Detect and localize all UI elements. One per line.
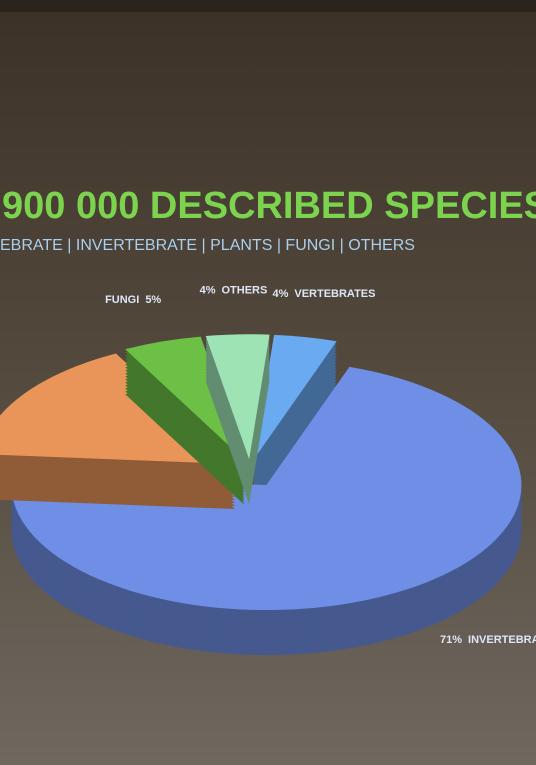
value-label: 71% <box>440 634 462 646</box>
value-label: 4% <box>272 288 288 300</box>
top-edge <box>0 0 536 12</box>
category-label: VERTEBRATES <box>294 288 375 300</box>
chart-title: 900 000 DESCRIBED SPECIES <box>2 185 536 227</box>
slide-photo: 900 000 DESCRIBED SPECIES EBRATE | INVER… <box>0 0 536 765</box>
chart-subtitle: EBRATE | INVERTEBRATE | PLANTS | FUNGI |… <box>0 237 415 254</box>
category-label: FUNGI <box>105 294 139 306</box>
data-label: 4% OTHERS <box>200 285 268 297</box>
data-label: FUNGI 5% <box>105 294 161 306</box>
category-label: INVERTEBRA <box>468 634 536 646</box>
page: {"chart_data": {"type": "pie", "title": … <box>0 0 536 765</box>
value-label: 4% <box>200 285 216 297</box>
data-label: 4% VERTEBRATES <box>272 288 375 300</box>
category-label: OTHERS <box>221 285 267 297</box>
value-label: 5% <box>145 294 161 306</box>
data-label: 71% INVERTEBRA <box>440 634 536 646</box>
